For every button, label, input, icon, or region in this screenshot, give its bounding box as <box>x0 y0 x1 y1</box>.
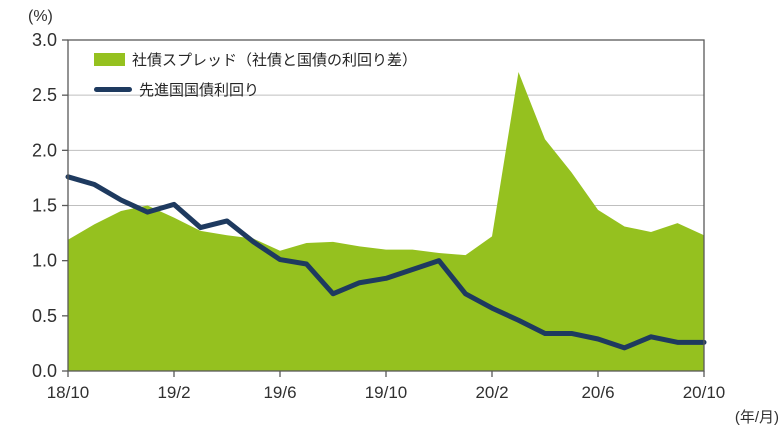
y-tick-label: 1.5 <box>32 196 57 216</box>
y-tick-label: 3.0 <box>32 30 57 50</box>
x-tick-label: 18/10 <box>47 383 90 402</box>
x-tick-label: 19/10 <box>365 383 408 402</box>
y-tick-label: 2.5 <box>32 85 57 105</box>
legend-label-yield: 先進国国債利回り <box>139 82 260 99</box>
legend-item-yield: 先進国国債利回り <box>94 79 417 100</box>
legend-item-spread: 社債スプレッド（社債と国債の利回り差） <box>94 49 417 70</box>
y-tick-label: 0.5 <box>32 306 57 326</box>
x-tick-label: 20/2 <box>475 383 508 402</box>
x-tick-label: 20/6 <box>581 383 614 402</box>
legend: 社債スプレッド（社債と国債の利回り差） 先進国国債利回り <box>94 49 417 100</box>
y-tick-label: 2.0 <box>32 140 57 160</box>
spread-area <box>68 71 704 371</box>
x-tick-label: 19/2 <box>157 383 190 402</box>
x-tick-label: 20/10 <box>683 383 726 402</box>
y-tick-label: 1.0 <box>32 251 57 271</box>
line-swatch <box>94 87 132 92</box>
area-swatch <box>94 53 125 66</box>
y-axis-unit-label: (%) <box>28 8 53 25</box>
x-tick-label: 19/6 <box>263 383 296 402</box>
yield-line <box>65 174 707 351</box>
x-axis-unit-label: (年/月) <box>734 409 779 426</box>
legend-label-spread: 社債スプレッド（社債と国債の利回り差） <box>132 52 418 69</box>
y-tick-label: 0.0 <box>32 361 57 381</box>
